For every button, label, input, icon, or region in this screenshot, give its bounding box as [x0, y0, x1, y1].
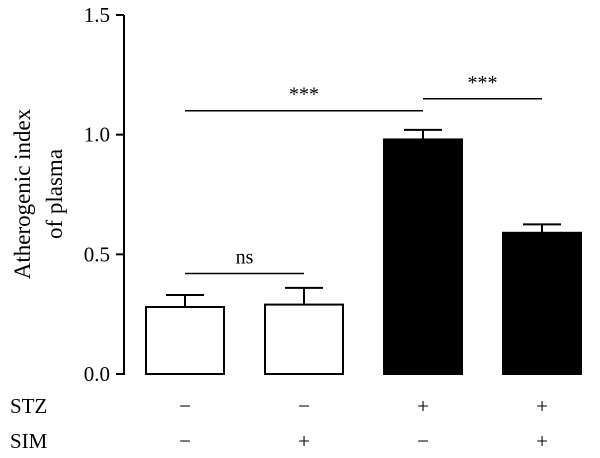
factor-sign: + — [298, 429, 310, 453]
factor-sign: − — [179, 394, 191, 418]
y-axis-label: Atherogenic index of plasma — [10, 108, 67, 279]
bar — [145, 305, 225, 375]
bar — [502, 231, 582, 375]
significance-annotations: ns *** *** — [185, 72, 542, 275]
significance-label: *** — [468, 72, 498, 94]
significance-label: *** — [289, 84, 319, 106]
factor-row-label: STZ — [10, 394, 47, 418]
factor-row-label: SIM — [10, 429, 48, 453]
y-tick-label: 0.5 — [84, 242, 110, 266]
y-tick-label: 1.5 — [84, 3, 110, 27]
y-tick-label: 1.0 — [84, 123, 110, 147]
factor-sign: + — [536, 394, 548, 418]
y-axis: 0.0 0.5 1.0 1.5 — [84, 3, 125, 386]
factor-table: STZ − − + + SIM − + − + — [10, 394, 548, 453]
factor-sign: + — [536, 429, 548, 453]
significance-label: ns — [236, 246, 254, 268]
factor-sign: − — [179, 429, 191, 453]
y-axis-label-line: Atherogenic index — [10, 108, 35, 279]
factor-sign: + — [417, 394, 429, 418]
factor-sign: − — [298, 394, 310, 418]
y-axis-label-line: of plasma — [42, 149, 67, 239]
factor-sign: − — [417, 429, 429, 453]
bar — [383, 138, 463, 375]
bar — [264, 303, 344, 375]
bars — [145, 128, 582, 375]
y-tick-label: 0.0 — [84, 362, 110, 386]
